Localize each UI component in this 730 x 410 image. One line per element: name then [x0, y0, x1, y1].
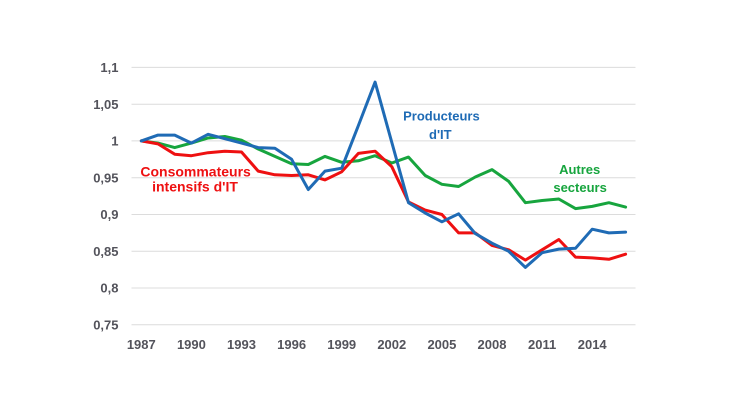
svg-text:1990: 1990 [177, 337, 206, 352]
svg-text:Autres: Autres [559, 162, 600, 177]
svg-text:2005: 2005 [427, 337, 456, 352]
svg-text:0,85: 0,85 [93, 244, 118, 259]
svg-text:1,05: 1,05 [93, 97, 118, 112]
svg-text:0,9: 0,9 [100, 207, 118, 222]
svg-text:1993: 1993 [227, 337, 256, 352]
svg-text:intensifs d'IT: intensifs d'IT [152, 179, 238, 195]
svg-text:1: 1 [111, 134, 118, 149]
svg-text:0,8: 0,8 [100, 281, 118, 296]
svg-text:d'IT: d'IT [429, 127, 452, 142]
svg-text:2002: 2002 [377, 337, 406, 352]
svg-text:2014: 2014 [578, 337, 608, 352]
svg-text:1,1: 1,1 [100, 60, 118, 75]
svg-text:Consommateurs: Consommateurs [140, 164, 251, 180]
svg-text:secteurs: secteurs [553, 180, 606, 195]
svg-text:1987: 1987 [127, 337, 156, 352]
svg-text:Producteurs: Producteurs [403, 108, 480, 123]
svg-text:2008: 2008 [478, 337, 507, 352]
svg-text:0,75: 0,75 [93, 317, 118, 332]
svg-text:1999: 1999 [327, 337, 356, 352]
svg-text:0,95: 0,95 [93, 170, 118, 185]
svg-text:1996: 1996 [277, 337, 306, 352]
svg-text:2011: 2011 [528, 337, 556, 352]
